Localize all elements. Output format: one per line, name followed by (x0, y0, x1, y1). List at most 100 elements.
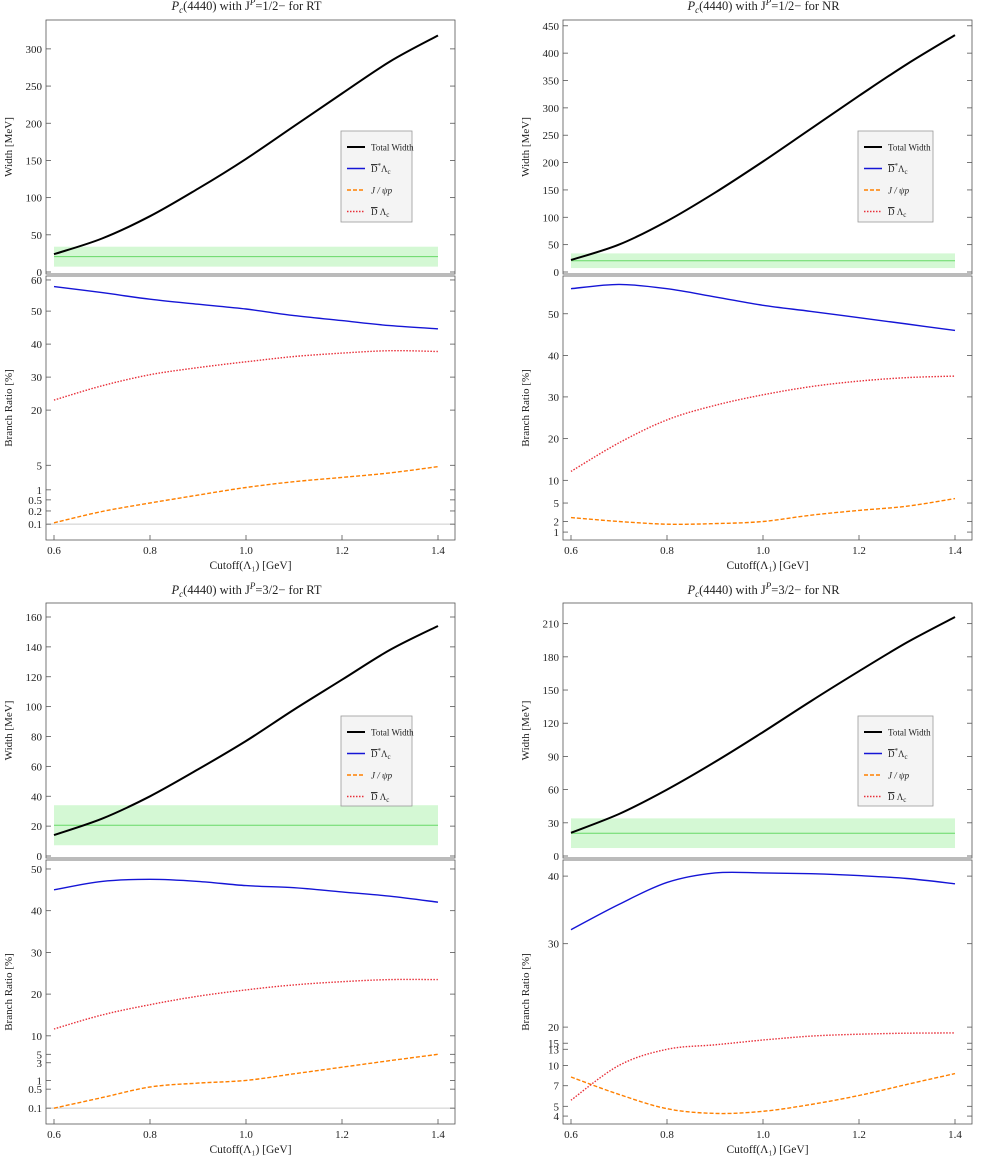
text-part: Λ (895, 207, 904, 217)
y-tick-label: 250 (543, 130, 560, 142)
text-part: (4440) with J (183, 0, 250, 13)
y-axis-label-width: Width [MeV] (520, 701, 532, 761)
total-width-line (53, 34, 439, 256)
x-tick-label: 1.2 (852, 545, 866, 557)
y-tick-label: 450 (543, 21, 560, 33)
series-line-dbar (53, 349, 439, 401)
y-tick-label: 5 (554, 1101, 560, 1113)
text-part: * (895, 747, 899, 755)
bottom-frame (562, 859, 973, 1125)
legend-entry-jpsi: J / ψp (371, 771, 393, 781)
y-tick-label: 20 (31, 989, 43, 1001)
total-width-line (570, 34, 956, 261)
text-part: P (171, 0, 180, 13)
top-frame (562, 602, 973, 859)
y-tick-label: 2 (554, 517, 560, 529)
chart-panel-1: Pc(4440) with JP=1/2− for RT050100150200… (3, 0, 456, 572)
text-part: =1/2− for NR (771, 0, 840, 13)
y-tick-label: 0.5 (28, 1084, 42, 1096)
x-tick-label: 1.0 (239, 545, 253, 557)
chart-title: Pc(4440) with JP=3/2− for RT (171, 581, 322, 599)
x-tick-label: 0.8 (660, 1129, 674, 1141)
y-tick-label: 30 (548, 392, 560, 404)
text-part: P (686, 0, 695, 13)
text-part: P (171, 583, 180, 597)
y-tick-label: 0.5 (28, 495, 42, 507)
y-tick-label: 15 (548, 1038, 560, 1050)
y-axis-label-branch-ratio: Branch Ratio [%] (520, 369, 532, 447)
y-tick-label: 180 (543, 652, 560, 664)
x-tick-label: 1.0 (239, 1129, 253, 1141)
y-tick-label: 50 (31, 864, 43, 876)
top-frame (45, 19, 456, 275)
text-part: D (371, 749, 378, 759)
text-part: c (905, 168, 908, 176)
x-tick-label: 1.4 (431, 1129, 445, 1141)
x-tick-label: 1.0 (756, 1129, 770, 1141)
x-tick-label: 0.6 (47, 545, 61, 557)
y-tick-label: 80 (31, 732, 43, 744)
legend-entry-total: Total Width (888, 143, 931, 153)
text-part: J / ψp (371, 186, 393, 196)
y-tick-label: 0.1 (28, 1103, 42, 1115)
text-part: D (371, 207, 378, 217)
bottom-frame (45, 275, 456, 541)
text-part: Λ (898, 164, 905, 174)
y-tick-label: 200 (26, 118, 43, 130)
y-tick-label: 150 (543, 685, 560, 697)
text-part: P (249, 581, 256, 591)
y-tick-label: 5 (37, 460, 43, 472)
y-tick-label: 60 (31, 761, 43, 773)
text-part: c (388, 753, 391, 761)
chart-title: Pc(4440) with JP=1/2− for RT (171, 0, 322, 15)
x-tick-label: 0.8 (143, 1129, 157, 1141)
y-tick-label: 20 (31, 821, 43, 833)
x-tick-label: 1.2 (335, 545, 349, 557)
x-tick-label: 0.6 (564, 545, 578, 557)
text-part: (4440) with J (183, 583, 250, 597)
y-tick-label: 60 (548, 785, 560, 797)
text-part: c (695, 589, 699, 599)
series-line-dbar (570, 375, 956, 473)
series-line-dbar (570, 1032, 956, 1101)
y-tick-label: 7 (554, 1081, 560, 1093)
legend-entry-total: Total Width (888, 728, 931, 738)
y-tick-label: 13 (548, 1044, 560, 1056)
chart-panel-4: Pc(4440) with JP=3/2− for NR030609012015… (520, 581, 973, 1156)
series-line-jpsi (53, 465, 439, 524)
text-part: J / ψp (371, 771, 393, 781)
text-part: c (386, 796, 389, 804)
y-tick-label: 40 (548, 350, 560, 362)
series-line-jpsi (570, 497, 956, 526)
text-part: Λ (898, 749, 905, 759)
text-part: c (179, 5, 183, 15)
y-tick-label: 40 (31, 339, 43, 351)
text-part: P (765, 0, 772, 7)
text-part: c (386, 211, 389, 219)
y-tick-label: 3 (37, 1058, 43, 1070)
total-width-line (570, 616, 956, 834)
y-tick-label: 10 (548, 1060, 560, 1072)
y-tick-label: 300 (543, 103, 560, 115)
y-tick-label: 350 (543, 76, 560, 88)
y-tick-label: 30 (31, 947, 43, 959)
y-tick-label: 10 (548, 475, 560, 487)
y-tick-label: 60 (31, 275, 43, 287)
text-part: Λ (381, 164, 388, 174)
legend-entry-jpsi: J / ψp (371, 186, 393, 196)
series-line-dbar (53, 978, 439, 1030)
y-tick-label: 150 (543, 185, 560, 197)
text-part: * (378, 162, 382, 170)
y-tick-label: 50 (548, 240, 560, 252)
y-tick-label: 0 (554, 851, 560, 863)
y-axis-label-width: Width [MeV] (3, 701, 15, 761)
text-part: D (888, 207, 895, 217)
legend-entry-total: Total Width (371, 143, 414, 153)
y-tick-label: 160 (26, 612, 43, 624)
text-part: =3/2− for RT (255, 583, 321, 597)
x-tick-label: 0.6 (564, 1129, 578, 1141)
y-axis-label-branch-ratio: Branch Ratio [%] (520, 953, 532, 1031)
text-part: D (888, 749, 895, 759)
y-tick-label: 0 (37, 851, 43, 863)
x-tick-label: 0.6 (47, 1129, 61, 1141)
